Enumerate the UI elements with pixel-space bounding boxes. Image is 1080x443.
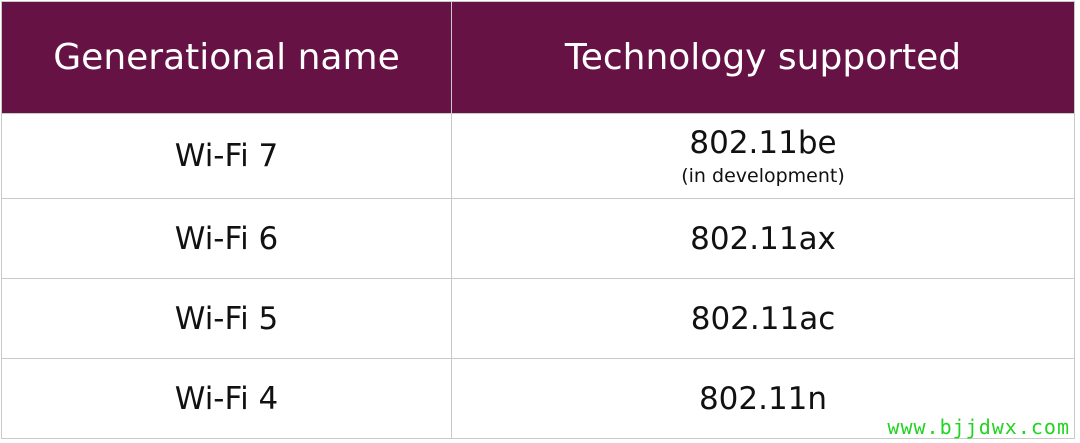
generation-name-cell: Wi-Fi 7	[1, 113, 452, 199]
generation-name-cell: Wi-Fi 5	[1, 278, 452, 359]
table-row: Wi-Fi 6 802.11ax	[1, 198, 1075, 279]
header-row: Generational name Technology supported	[1, 1, 1075, 114]
table-row: Wi-Fi 5 802.11ac	[1, 278, 1075, 359]
technology-cell: 802.11n	[451, 358, 1075, 439]
technology-note: (in development)	[681, 165, 845, 187]
technology-cell: 802.11ac	[451, 278, 1075, 359]
table-row: Wi-Fi 7 802.11be (in development)	[1, 113, 1075, 199]
header-technology-supported: Technology supported	[451, 1, 1075, 114]
table-header: Generational name Technology supported	[1, 1, 1075, 114]
technology-value: 802.11be	[689, 125, 837, 161]
header-generational-name: Generational name	[1, 1, 452, 114]
table-body: Wi-Fi 7 802.11be (in development) Wi-Fi …	[1, 113, 1075, 439]
watermark-text: www.bjjdwx.com	[887, 415, 1070, 439]
technology-cell: 802.11be (in development)	[451, 113, 1075, 199]
table-row: Wi-Fi 4 802.11n	[1, 358, 1075, 439]
generation-name-cell: Wi-Fi 6	[1, 198, 452, 279]
technology-cell: 802.11ax	[451, 198, 1075, 279]
generation-name-cell: Wi-Fi 4	[1, 358, 452, 439]
